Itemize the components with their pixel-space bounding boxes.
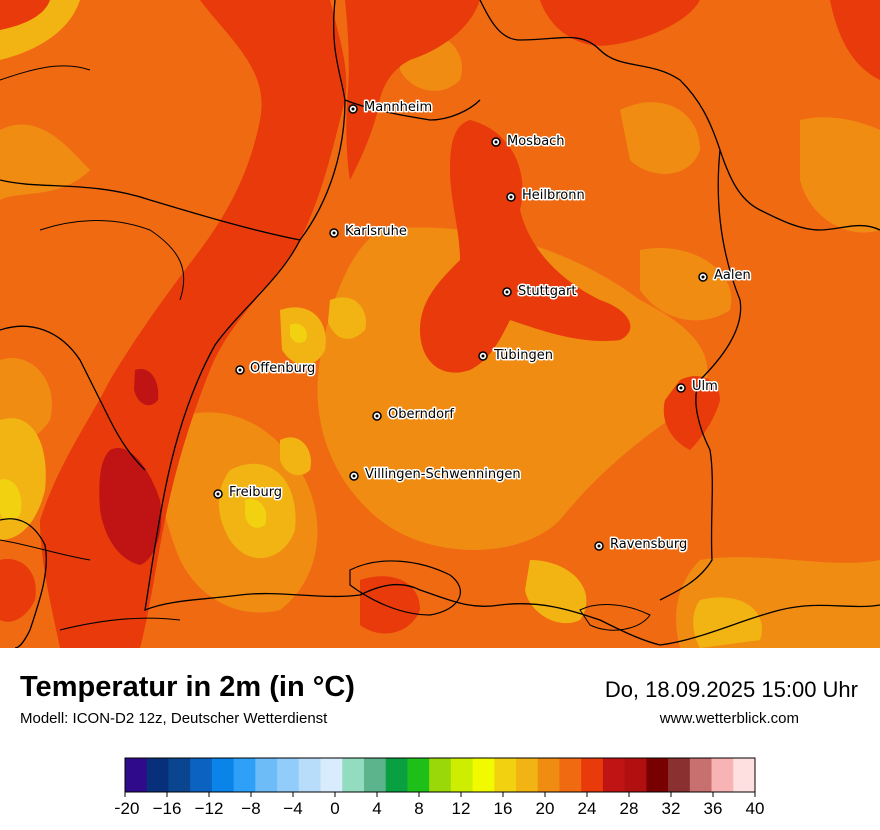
legend-swatch bbox=[516, 758, 539, 792]
city-label-ulm: Ulm bbox=[692, 379, 718, 394]
city-villingen-schwenningen: Villingen-Schwenningen bbox=[349, 466, 522, 484]
city-aalen: Aalen bbox=[698, 267, 752, 285]
city-freiburg: Freiburg bbox=[213, 484, 284, 502]
city-label-mannheim: Mannheim bbox=[364, 100, 432, 115]
legend-swatch bbox=[298, 758, 321, 792]
city-mosbach: Mosbach bbox=[491, 133, 566, 151]
lake-constance-outline bbox=[579, 604, 651, 631]
country-borders bbox=[0, 0, 880, 649]
model-info: Modell: ICON-D2 12z, Deutscher Wetterdie… bbox=[20, 710, 328, 727]
temperature-map: Mannheim Mosbach Heilbronn Karlsruhe Aal bbox=[0, 0, 880, 649]
legend-swatch bbox=[646, 758, 669, 792]
map-title: Temperatur in 2m (in °C) bbox=[20, 671, 355, 703]
city-mannheim: Mannheim bbox=[348, 99, 434, 117]
legend-swatch bbox=[494, 758, 517, 792]
legend-swatch bbox=[450, 758, 473, 792]
city-label-aalen: Aalen bbox=[714, 268, 751, 283]
legend-tick-label: −16 bbox=[153, 799, 182, 818]
forecast-datetime: Do, 18.09.2025 15:00 Uhr bbox=[604, 677, 858, 702]
legend-swatch bbox=[407, 758, 430, 792]
legend-swatch bbox=[320, 758, 343, 792]
city-label-freiburg: Freiburg bbox=[229, 485, 282, 500]
map-footer: Temperatur in 2m (in °C) Modell: ICON-D2… bbox=[0, 648, 880, 830]
city-label-ravensburg: Ravensburg bbox=[610, 537, 687, 552]
legend-swatch bbox=[255, 758, 278, 792]
city-label-stuttgart: Stuttgart bbox=[518, 284, 576, 299]
legend-frame bbox=[124, 757, 756, 793]
legend-swatch bbox=[363, 758, 387, 792]
city-offenburg: Offenburg bbox=[235, 360, 317, 378]
city-label-offenburg: Offenburg bbox=[250, 361, 315, 376]
city-ulm: Ulm bbox=[676, 378, 719, 396]
legend-tick-label: −12 bbox=[195, 799, 224, 818]
legend-swatch bbox=[277, 758, 300, 792]
legend-tick-label: −20 bbox=[115, 799, 139, 818]
legend-ticks: −20 −16 −12 −8 −4 0 4 8 12 16 20 24 28 32 36 40 bbox=[115, 792, 764, 818]
temperature-map-canvas: Mannheim Mosbach Heilbronn Karlsruhe Aal bbox=[0, 0, 880, 649]
legend-tick-label: 36 bbox=[704, 799, 723, 818]
city-label-heilbronn: Heilbronn bbox=[522, 188, 585, 203]
temperature-field-28-30 bbox=[99, 369, 162, 565]
city-label-tuebingen: Tübingen bbox=[493, 348, 553, 363]
city-tuebingen: Tübingen bbox=[478, 347, 555, 365]
city-oberndorf: Oberndorf bbox=[372, 406, 456, 424]
legend-tick-label: −4 bbox=[283, 799, 302, 818]
legend-tick-label: 24 bbox=[578, 799, 597, 818]
legend-swatch bbox=[168, 758, 191, 792]
legend-swatch bbox=[537, 758, 560, 792]
legend-swatch bbox=[472, 758, 495, 792]
city-karlsruhe: Karlsruhe bbox=[329, 223, 408, 241]
color-legend: −20 −16 −12 −8 −4 0 4 8 12 16 20 24 28 32 36 40 bbox=[115, 757, 764, 818]
legend-swatch bbox=[733, 758, 756, 792]
city-ravensburg: Ravensburg bbox=[594, 536, 689, 554]
legend-tick-label: 20 bbox=[536, 799, 555, 818]
legend-swatch bbox=[190, 758, 213, 792]
lake-outline bbox=[349, 560, 461, 616]
legend-swatch bbox=[624, 758, 647, 792]
city-markers: Mannheim Mosbach Heilbronn Karlsruhe Aal bbox=[213, 99, 752, 554]
legend-swatch bbox=[146, 758, 169, 792]
legend-swatch bbox=[711, 758, 734, 792]
legend-tick-label: 12 bbox=[452, 799, 471, 818]
legend-tick-label: 28 bbox=[620, 799, 639, 818]
legend-tick-label: 8 bbox=[414, 799, 423, 818]
city-stuttgart: Stuttgart bbox=[502, 283, 578, 301]
region-borders bbox=[0, 65, 185, 631]
website-label: www.wetterblick.com bbox=[659, 710, 799, 727]
legend-swatch bbox=[342, 758, 365, 792]
city-label-oberndorf: Oberndorf bbox=[388, 407, 454, 422]
temperature-field-20-22 bbox=[0, 0, 762, 648]
legend-swatch bbox=[581, 758, 604, 792]
legend-swatch bbox=[559, 758, 582, 792]
legend-swatch bbox=[429, 758, 452, 792]
city-label-mosbach: Mosbach bbox=[507, 134, 565, 149]
legend-swatch bbox=[233, 758, 256, 792]
legend-swatch bbox=[125, 758, 148, 792]
legend-tick-label: 16 bbox=[494, 799, 513, 818]
city-heilbronn: Heilbronn bbox=[506, 187, 586, 205]
legend-swatch bbox=[211, 758, 235, 792]
temperature-field-18-20 bbox=[0, 323, 307, 528]
city-label-villingen-schwenningen: Villingen-Schwenningen bbox=[365, 467, 521, 482]
legend-tick-label: 32 bbox=[662, 799, 681, 818]
legend-tick-label: 40 bbox=[746, 799, 765, 818]
legend-swatch bbox=[385, 758, 408, 792]
city-label-karlsruhe: Karlsruhe bbox=[345, 224, 407, 239]
legend-swatches bbox=[125, 758, 756, 792]
legend-tick-label: 0 bbox=[330, 799, 339, 818]
legend-swatch bbox=[602, 758, 626, 792]
legend-swatch bbox=[689, 758, 712, 792]
legend-tick-label: −8 bbox=[241, 799, 260, 818]
legend-swatch bbox=[668, 758, 691, 792]
legend-tick-label: 4 bbox=[372, 799, 381, 818]
